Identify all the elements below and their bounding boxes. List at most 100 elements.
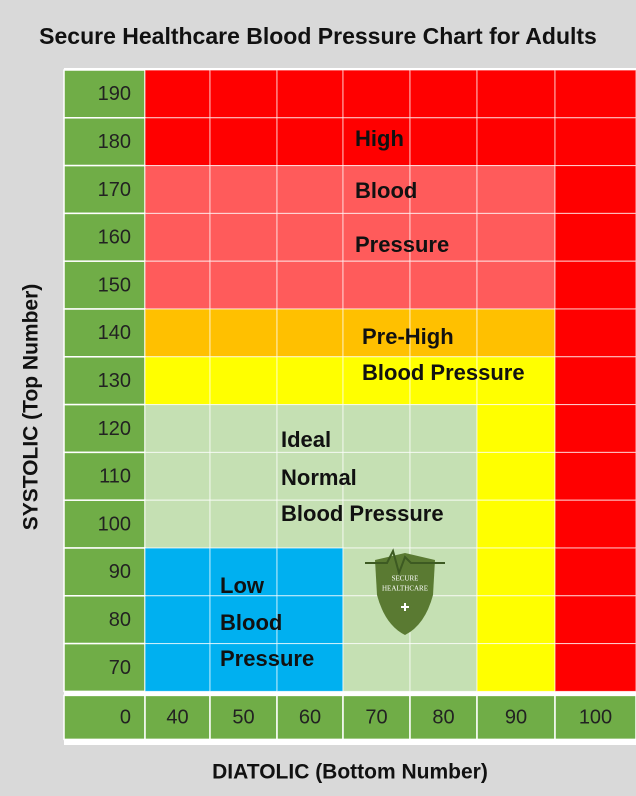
- column-label-cell: [63, 694, 146, 741]
- row-label-cell: [63, 260, 146, 310]
- zone-label: Blood: [220, 610, 282, 635]
- cell: [476, 212, 556, 262]
- cell: [409, 69, 478, 119]
- row-label-cell: [63, 403, 146, 454]
- column-label: 40: [166, 707, 188, 729]
- cell: [554, 69, 636, 119]
- cell: [276, 356, 344, 406]
- cell: [209, 404, 278, 453]
- cell: [342, 643, 411, 692]
- cell: [209, 356, 278, 406]
- cell: [476, 165, 556, 214]
- cell: [276, 117, 344, 167]
- row-label: 150: [98, 274, 131, 296]
- y-axis-label: SYSTOLIC (Top Number): [20, 284, 43, 531]
- cell: [144, 260, 211, 310]
- zone-label: Low: [220, 573, 265, 598]
- cell: [209, 451, 278, 501]
- cell: [476, 547, 556, 597]
- column-label-cell: [276, 694, 344, 741]
- cell: [144, 404, 211, 453]
- zone-label: High: [355, 126, 404, 151]
- zone-label: Ideal: [281, 427, 331, 452]
- cell: [409, 643, 478, 692]
- row-label: 190: [98, 83, 131, 105]
- cell: [144, 212, 211, 262]
- cell: [476, 643, 556, 692]
- cell: [209, 643, 278, 692]
- cell: [476, 260, 556, 310]
- cell: [554, 165, 636, 214]
- column-label: 90: [505, 707, 527, 729]
- row-label-cell: [63, 547, 146, 597]
- cell: [342, 404, 411, 453]
- row-label: 80: [109, 609, 131, 631]
- title: Secure Healthcare Blood Pressure Chart f…: [39, 23, 597, 49]
- column-label-cell: [554, 694, 636, 741]
- cell: [276, 69, 344, 119]
- x-axis-label: DIATOLIC (Bottom Number): [212, 761, 488, 784]
- cell: [554, 260, 636, 310]
- cell: [409, 451, 478, 501]
- zone-label: Blood: [355, 178, 417, 203]
- cell: [342, 212, 411, 262]
- zone-label: Pre-High: [362, 324, 454, 349]
- cell: [144, 308, 211, 358]
- row-label-cell: [63, 451, 146, 501]
- cell: [476, 404, 556, 453]
- column-label-cell: [144, 694, 211, 741]
- cell: [276, 212, 344, 262]
- cell: [144, 643, 211, 692]
- cell: [554, 308, 636, 358]
- x-axis-band: [64, 745, 636, 796]
- row-label: 100: [98, 513, 131, 535]
- cell: [476, 451, 556, 501]
- cell: [342, 451, 411, 501]
- cell: [342, 499, 411, 549]
- cell: [476, 69, 556, 119]
- cell: [209, 547, 278, 597]
- cell: [276, 547, 344, 597]
- row-label: 70: [109, 657, 131, 679]
- row-label-cell: [63, 642, 146, 693]
- title-bar: [0, 0, 636, 68]
- cell: [209, 212, 278, 262]
- cell: [554, 356, 636, 406]
- cell: [276, 643, 344, 692]
- cell: [409, 165, 478, 214]
- cell: [144, 356, 211, 406]
- cell: [554, 595, 636, 645]
- zone-label: Blood Pressure: [281, 501, 444, 526]
- cell: [554, 117, 636, 167]
- row-label: 130: [98, 370, 131, 392]
- cell: [409, 499, 478, 549]
- row-label: 90: [109, 561, 131, 583]
- zone-label: Blood Pressure: [362, 360, 525, 385]
- labels: High Blood Pressure Pre-High Blood Pressure I…: [220, 126, 525, 671]
- row-label: 140: [98, 322, 131, 344]
- row-label-cell: [63, 499, 146, 549]
- cell: [409, 260, 478, 310]
- column-label: 0: [120, 707, 131, 729]
- cell: [476, 499, 556, 549]
- logo-text: SECURE: [392, 575, 419, 583]
- cell: [209, 165, 278, 214]
- row-label-cell: [63, 356, 146, 406]
- cell: [144, 69, 211, 119]
- cell: [276, 308, 344, 358]
- row-label: 120: [98, 418, 131, 440]
- cell: [476, 117, 556, 167]
- cell: [554, 547, 636, 597]
- cell: [144, 117, 211, 167]
- cell: [342, 308, 411, 358]
- cell: [209, 260, 278, 310]
- cell: [342, 69, 411, 119]
- row-label: 180: [98, 131, 131, 153]
- cell: [554, 643, 636, 692]
- column-label: 100: [579, 707, 612, 729]
- cell: [144, 165, 211, 214]
- cell: [276, 404, 344, 453]
- cell: [554, 451, 636, 501]
- zone-label: Pressure: [220, 646, 314, 671]
